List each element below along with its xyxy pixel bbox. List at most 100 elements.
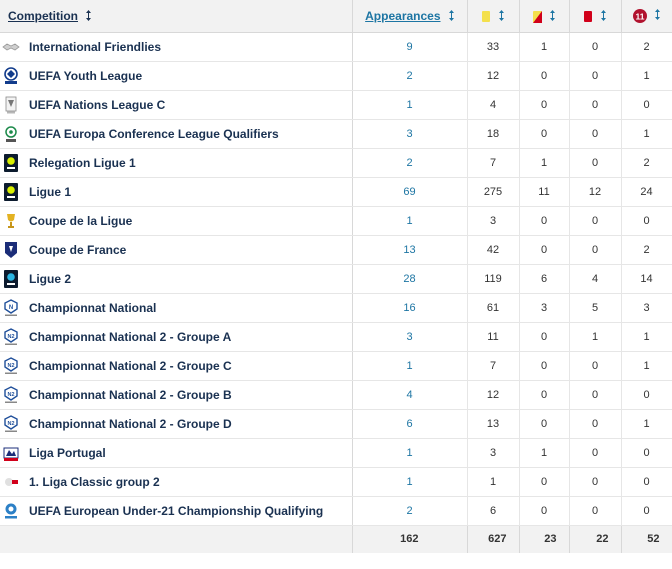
appearances-link[interactable]: 13 <box>403 243 416 256</box>
penalty-cell: 1 <box>621 351 672 381</box>
table-row: International Friendlies 9 33 1 0 2 <box>0 32 672 62</box>
table-row: N2 Championnat National 2 - Groupe D 6 13 0 0… <box>0 409 672 439</box>
competition-link[interactable]: Coupe de la Ligue <box>29 213 133 228</box>
uefa-youth-league-logo[interactable] <box>2 66 20 85</box>
appearances-link[interactable]: 4 <box>406 388 413 401</box>
competition-link[interactable]: Relegation Ligue 1 <box>29 155 136 170</box>
sort-arrows-icon[interactable] <box>86 9 92 21</box>
penalty-cell: 0 <box>621 380 672 410</box>
appearances-link[interactable]: 1 <box>406 98 413 111</box>
penalty-header[interactable]: 11 <box>621 0 672 33</box>
competition-link[interactable]: UEFA Nations League C <box>29 97 166 112</box>
competition-link[interactable]: Championnat National 2 - Groupe B <box>29 387 232 402</box>
competition-cell: N Championnat National <box>0 293 353 323</box>
uefa-conference-league-logo[interactable] <box>2 125 20 143</box>
appearances-cell: 1 <box>352 351 468 381</box>
appearances-cell: 1 <box>352 90 468 120</box>
penalty-cell: 1 <box>621 322 672 352</box>
national-2-logo[interactable]: N2 <box>2 414 20 433</box>
competition-cell: Coupe de la Ligue <box>0 206 353 236</box>
appearances-link[interactable]: 28 <box>403 272 416 285</box>
sort-arrows-icon[interactable] <box>600 9 606 21</box>
competition-link[interactable]: Coupe de France <box>29 242 127 257</box>
table-row: UEFA Youth League 2 12 0 0 1 <box>0 61 672 91</box>
competition-cell: Ligue 1 <box>0 177 353 207</box>
appearances-link[interactable]: 1 <box>406 475 413 488</box>
red-card-header[interactable] <box>569 0 622 33</box>
appearances-link[interactable]: 69 <box>403 185 416 198</box>
liga-classic-logo[interactable] <box>2 473 20 491</box>
appearances-header[interactable]: Appearances <box>352 0 468 33</box>
appearances-cell: 2 <box>352 148 468 178</box>
uefa-u21-logo[interactable] <box>2 502 20 520</box>
appearances-link[interactable]: 1 <box>406 214 413 227</box>
penalty-cell: 0 <box>621 438 672 468</box>
appearances-link[interactable]: 2 <box>406 69 413 82</box>
appearances-link[interactable]: 3 <box>406 127 413 140</box>
championnat-national-logo[interactable]: N <box>2 298 20 317</box>
appearances-link[interactable]: 2 <box>406 504 413 517</box>
second-yellow-card-header[interactable] <box>519 0 570 33</box>
appearances-cell: 1 <box>352 467 468 497</box>
table-row: N2 Championnat National 2 - Groupe B 4 12 0 0… <box>0 380 672 410</box>
appearances-cell: 9 <box>352 32 468 62</box>
competition-link[interactable]: UEFA European Under-21 Championship Qual… <box>29 503 324 518</box>
competition-cell: 1. Liga Classic group 2 <box>0 467 353 497</box>
uefa-nations-league-logo[interactable] <box>2 96 20 114</box>
appearances-link[interactable]: 3 <box>406 330 413 343</box>
competition-header[interactable]: Competition <box>0 0 353 33</box>
ligue-2-logo[interactable] <box>2 269 20 288</box>
table-row: Ligue 2 28 119 6 4 14 <box>0 264 672 294</box>
sort-arrows-icon[interactable] <box>550 9 556 21</box>
appearances-link[interactable]: 6 <box>406 417 413 430</box>
competition-link[interactable]: UEFA Youth League <box>29 68 143 83</box>
appearances-cell: 16 <box>352 293 468 323</box>
appearances-link[interactable]: 9 <box>406 40 413 53</box>
liga-portugal-logo[interactable] <box>2 444 20 462</box>
sort-arrows-icon[interactable] <box>498 9 504 21</box>
competition-link[interactable]: UEFA Europa Conference League Qualifiers <box>29 126 279 141</box>
competition-link[interactable]: Championnat National 2 - Groupe C <box>29 358 232 373</box>
competition-link[interactable]: Championnat National <box>29 300 157 315</box>
ligue-1-logo[interactable] <box>2 182 20 201</box>
competition-link[interactable]: Ligue 1 <box>29 184 72 199</box>
national-2-logo[interactable]: N2 <box>2 385 20 404</box>
national-2-logo[interactable]: N2 <box>2 327 20 346</box>
national-2-logo[interactable]: N2 <box>2 356 20 375</box>
international-friendlies-logo[interactable] <box>2 38 20 56</box>
competition-link[interactable]: Liga Portugal <box>29 445 106 460</box>
appearances-cell: 1 <box>352 206 468 236</box>
yellow-card-header[interactable] <box>467 0 520 33</box>
second-yellow-cards-cell: 0 <box>519 61 570 91</box>
competition-link[interactable]: 1. Liga Classic group 2 <box>29 474 160 489</box>
second-yellow-cards-cell: 0 <box>519 467 570 497</box>
appearances-header-label[interactable]: Appearances <box>365 8 441 23</box>
coupe-de-france-logo[interactable] <box>2 241 20 259</box>
sort-arrows-icon[interactable] <box>448 9 454 21</box>
competition-header-label[interactable]: Competition <box>8 8 78 23</box>
competition-link[interactable]: Championnat National 2 - Groupe A <box>29 329 232 344</box>
svg-text:N2: N2 <box>7 363 14 369</box>
total-red: 22 <box>569 525 622 553</box>
competition-link[interactable]: International Friendlies <box>29 39 162 54</box>
appearances-cell: 6 <box>352 409 468 439</box>
competition-stats-table: Competition Appearances 11 <box>0 0 672 553</box>
competition-link[interactable]: Championnat National 2 - Groupe D <box>29 416 232 431</box>
coupe-de-la-ligue-logo[interactable] <box>2 212 20 230</box>
appearances-link[interactable]: 1 <box>406 446 413 459</box>
totals-label-cell <box>0 525 353 553</box>
second-yellow-cards-cell: 1 <box>519 438 570 468</box>
ligue-1-logo[interactable] <box>2 153 20 172</box>
competition-link[interactable]: Ligue 2 <box>29 271 72 286</box>
table-row: N2 Championnat National 2 - Groupe A 3 11 0 1… <box>0 322 672 352</box>
appearances-link[interactable]: 16 <box>403 301 416 314</box>
red-cards-cell: 0 <box>569 409 622 439</box>
penalty-cell: 0 <box>621 467 672 497</box>
competition-cell: N2 Championnat National 2 - Groupe C <box>0 351 353 381</box>
appearances-link[interactable]: 1 <box>406 359 413 372</box>
red-cards-cell: 12 <box>569 177 622 207</box>
appearances-link[interactable]: 2 <box>406 156 413 169</box>
sort-arrows-icon[interactable] <box>655 9 661 21</box>
